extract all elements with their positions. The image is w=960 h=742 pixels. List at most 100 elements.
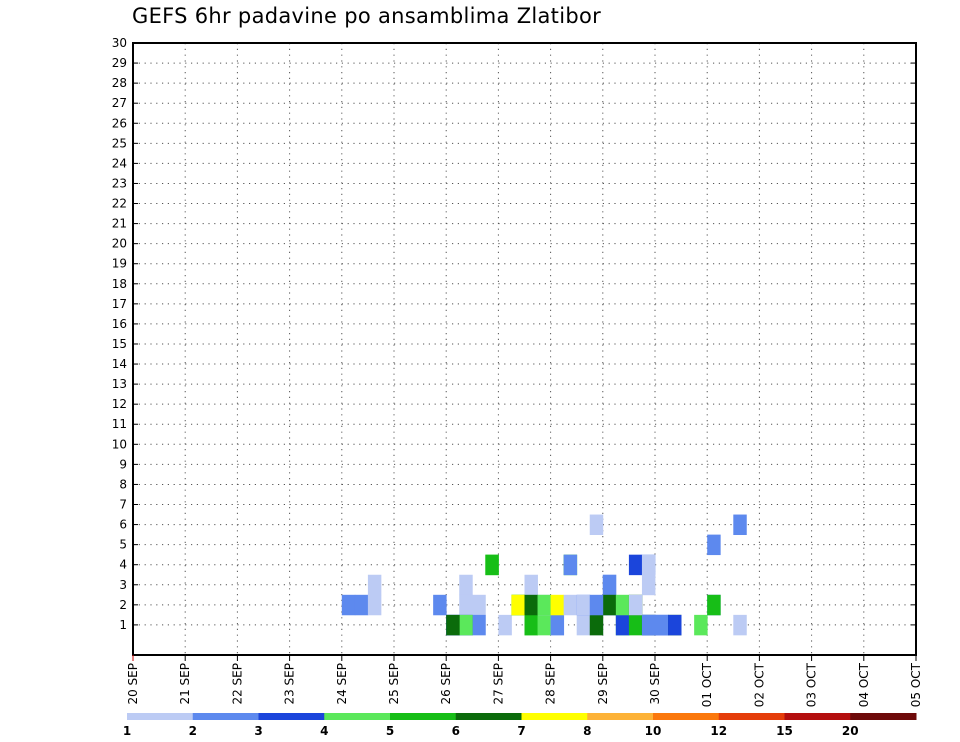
heatmap-cell — [628, 594, 643, 616]
heatmap-cell — [367, 594, 382, 616]
y-tick-label: 28 — [112, 76, 127, 90]
legend-swatch — [258, 713, 325, 720]
heatmap-cell — [576, 614, 591, 636]
y-tick-label: 29 — [112, 56, 127, 70]
heatmap-cell — [354, 594, 369, 616]
y-tick-label: 30 — [112, 36, 127, 50]
y-tick-label: 18 — [112, 277, 127, 291]
heatmap-cell — [472, 594, 486, 616]
y-tick-label: 17 — [112, 297, 127, 311]
heatmap-cell — [537, 614, 551, 636]
heatmap-cell — [641, 574, 656, 596]
legend-swatch — [455, 713, 522, 720]
legend-label: 5 — [386, 724, 394, 738]
heatmap-cell — [707, 594, 721, 616]
legend-swatch — [784, 713, 851, 720]
y-tick-label: 7 — [119, 498, 127, 512]
y-tick-label: 8 — [119, 477, 127, 491]
legend-label: 8 — [583, 724, 591, 738]
x-tick-label: 27 SEP — [491, 663, 505, 705]
heatmap-cell — [641, 554, 656, 576]
heatmap-cell — [563, 554, 578, 576]
plot-frame — [132, 42, 917, 656]
legend-label: 15 — [776, 724, 793, 738]
heatmap-cell — [485, 554, 499, 576]
heatmap-cell — [628, 554, 643, 576]
x-tick-label: 28 SEP — [544, 663, 558, 705]
x-tick-label: 25 SEP — [387, 663, 401, 705]
legend-swatch — [390, 713, 457, 720]
y-tick-label: 19 — [112, 257, 127, 271]
heatmap-cell — [668, 614, 682, 636]
y-tick-label: 4 — [119, 558, 127, 572]
y-tick-label: 22 — [112, 197, 127, 211]
heatmap-cell — [563, 594, 578, 616]
heatmap-cell — [589, 514, 604, 536]
heatmap-cell — [524, 614, 538, 636]
y-tick-label: 16 — [112, 317, 127, 331]
y-tick-label: 2 — [119, 598, 127, 612]
heatmap-cell — [602, 594, 617, 616]
y-tick-label: 14 — [112, 357, 127, 371]
y-tick-label: 27 — [112, 96, 127, 110]
legend-label: 7 — [517, 724, 525, 738]
legend-label: 12 — [710, 724, 727, 738]
heatmap-cell — [433, 594, 447, 616]
y-tick-label: 12 — [112, 397, 127, 411]
legend-swatch — [127, 713, 194, 720]
x-tick-label: 24 SEP — [335, 663, 349, 705]
y-tick-label: 9 — [119, 457, 127, 471]
legend-swatch — [521, 713, 588, 720]
axes: 1234567891011121314151617181920212223242… — [112, 36, 923, 707]
x-tick-label: 02 OCT — [752, 662, 766, 707]
heatmap-cell — [694, 614, 708, 636]
heatmap-cell — [615, 614, 630, 636]
heatmap-cell — [459, 574, 473, 596]
x-tick-label: 21 SEP — [178, 663, 192, 705]
heatmap-cell — [511, 594, 525, 616]
legend-label: 2 — [189, 724, 197, 738]
heatmap-cells — [341, 514, 747, 636]
legend-swatch — [850, 713, 917, 720]
legend-label: 3 — [254, 724, 262, 738]
y-tick-label: 25 — [112, 136, 127, 150]
heatmap-cell — [550, 594, 565, 616]
heatmap-cell — [459, 614, 473, 636]
y-tick-label: 11 — [112, 417, 127, 431]
y-tick-label: 15 — [112, 337, 127, 351]
x-tick-label: 01 OCT — [700, 662, 714, 707]
heatmap-cell — [341, 594, 356, 616]
heatmap-cell — [550, 614, 565, 636]
x-tick-label: 23 SEP — [283, 663, 297, 705]
legend-swatch — [324, 713, 391, 720]
y-tick-label: 10 — [112, 437, 127, 451]
color-legend: 1 2 3 4 5 6 7 8 10 12 15 20 — [123, 713, 917, 738]
heatmap-cell — [472, 614, 486, 636]
x-tick-label: 30 SEP — [648, 663, 662, 705]
y-tick-label: 5 — [119, 538, 127, 552]
y-tick-label: 6 — [119, 518, 127, 532]
legend-swatch — [587, 713, 654, 720]
x-tick-label: 29 SEP — [596, 663, 610, 705]
heatmap-cell — [733, 514, 747, 536]
x-tick-label: 20 SEP — [126, 663, 140, 705]
heatmap-cell — [524, 594, 538, 616]
y-tick-label: 20 — [112, 237, 127, 251]
heatmap-cell — [459, 594, 473, 616]
y-tick-label: 26 — [112, 116, 127, 130]
y-tick-label: 24 — [112, 156, 127, 170]
legend-swatch — [653, 713, 720, 720]
legend-label: 10 — [645, 724, 662, 738]
heatmap-cell — [733, 614, 747, 636]
x-tick-label: 04 OCT — [857, 662, 871, 707]
heatmap-cell — [498, 614, 512, 636]
y-tick-label: 1 — [119, 618, 127, 632]
y-tick-label: 21 — [112, 217, 127, 231]
legend-label: 6 — [452, 724, 460, 738]
x-tick-label: 22 SEP — [230, 663, 244, 705]
heatmap-cell — [641, 614, 656, 636]
heatmap-cell — [537, 594, 551, 616]
legend-swatch — [192, 713, 259, 720]
heatmap-cell — [446, 614, 460, 636]
